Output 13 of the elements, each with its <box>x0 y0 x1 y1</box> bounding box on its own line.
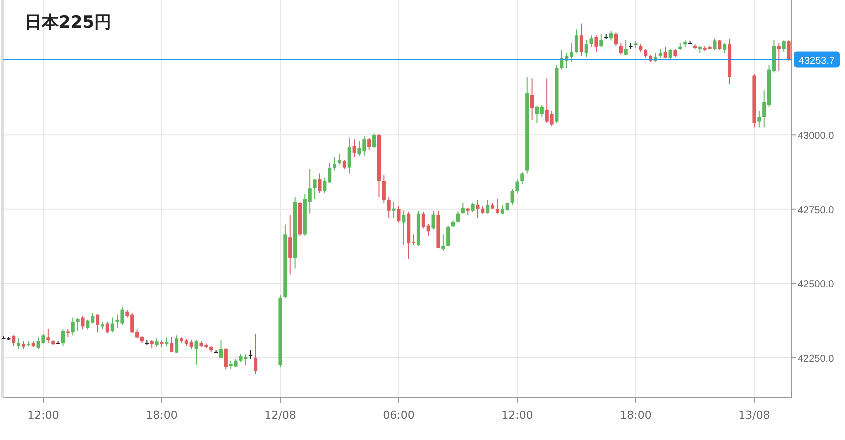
x-tick-label: 12/08 <box>264 409 296 422</box>
ref-line-label: 43253.7 <box>798 56 836 67</box>
x-tick-label: 18:00 <box>146 409 178 422</box>
x-tick-label: 12:00 <box>28 409 60 422</box>
y-tick-label: 42750.0 <box>798 205 835 216</box>
x-tick-label: 18:00 <box>620 409 652 422</box>
y-tick-label: 42250.0 <box>798 354 835 365</box>
y-tick-label: 42500.0 <box>798 280 835 291</box>
x-tick-label: 06:00 <box>383 409 415 422</box>
x-tick-label: 12:00 <box>502 409 534 422</box>
x-tick-label: 13/08 <box>738 409 770 422</box>
text: 日本225円 <box>25 13 112 33</box>
y-tick-label: 43000.0 <box>798 131 835 142</box>
